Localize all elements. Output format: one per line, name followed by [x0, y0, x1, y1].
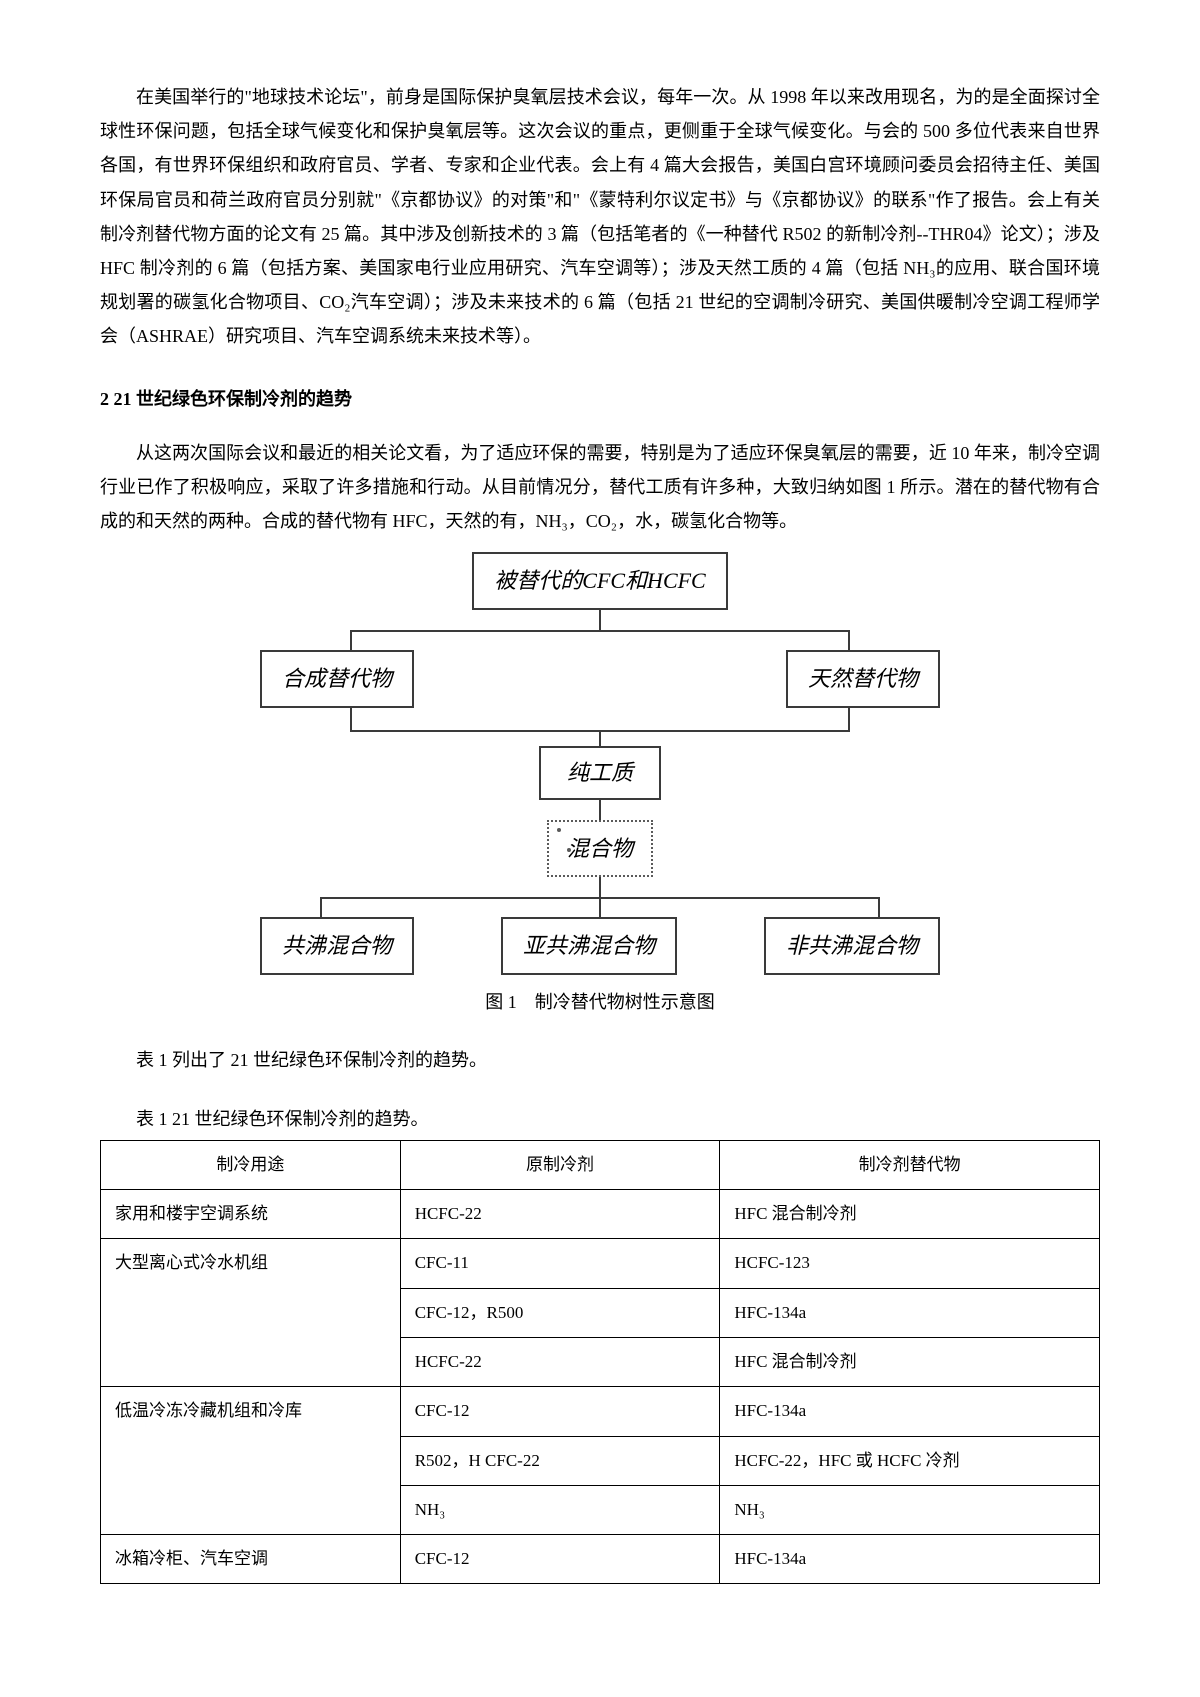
table-cell: HCFC-22	[400, 1190, 720, 1239]
table-cell: CFC-12，R500	[400, 1288, 720, 1337]
table-cell: HFC 混合制冷剂	[720, 1337, 1100, 1386]
table-cell: HFC 混合制冷剂	[720, 1190, 1100, 1239]
table-cell: HCFC-22	[400, 1337, 720, 1386]
table-cell: HFC-134a	[720, 1288, 1100, 1337]
table-cell: HCFC-123	[720, 1239, 1100, 1288]
table-cell: CFC-12	[400, 1535, 720, 1584]
table-row: 冰箱冷柜、汽车空调 CFC-12 HFC-134a	[101, 1535, 1100, 1584]
table-cell: 大型离心式冷水机组	[101, 1239, 401, 1387]
diagram-node-right: 天然替代物	[786, 650, 940, 708]
table-row: 低温冷冻冷藏机组和冷库 CFC-12 HFC-134a	[101, 1387, 1100, 1436]
table-header-row: 制冷用途 原制冷剂 制冷剂替代物	[101, 1140, 1100, 1189]
diagram-node-b2: 亚共沸混合物	[501, 917, 677, 975]
table-cell: 低温冷冻冷藏机组和冷库	[101, 1387, 401, 1535]
diagram-node-b1: 共沸混合物	[260, 917, 414, 975]
paragraph-1: 在美国举行的"地球技术论坛"，前身是国际保护臭氧层技术会议，每年一次。从 199…	[100, 80, 1100, 354]
diagram-node-pure: 纯工质	[539, 746, 661, 800]
table-cell: HCFC-22，HFC 或 HCFC 冷剂	[720, 1436, 1100, 1485]
paragraph-2: 从这两次国际会议和最近的相关论文看，为了适应环保的需要，特别是为了适应环保臭氧层…	[100, 436, 1100, 539]
table-header: 制冷剂替代物	[720, 1140, 1100, 1189]
table-cell: NH₃	[400, 1485, 720, 1534]
tree-diagram: 被替代的CFC和HCFC 合成替代物 天然替代物 纯工质	[100, 552, 1100, 975]
diagram-node-mix: 混合物	[547, 820, 653, 878]
diagram-node-top: 被替代的CFC和HCFC	[472, 552, 727, 610]
table-intro: 表 1 列出了 21 世纪绿色环保制冷剂的趋势。	[100, 1043, 1100, 1077]
trend-table: 制冷用途 原制冷剂 制冷剂替代物 家用和楼宇空调系统 HCFC-22 HFC 混…	[100, 1140, 1100, 1585]
table-cell: 冰箱冷柜、汽车空调	[101, 1535, 401, 1584]
diagram-node-left: 合成替代物	[260, 650, 414, 708]
table-cell: CFC-12	[400, 1387, 720, 1436]
section-heading: 2 21 世纪绿色环保制冷剂的趋势	[100, 382, 1100, 416]
diagram-node-b3: 非共沸混合物	[764, 917, 940, 975]
table-cell: 家用和楼宇空调系统	[101, 1190, 401, 1239]
table-cell: CFC-11	[400, 1239, 720, 1288]
table-cell: NH₃	[720, 1485, 1100, 1534]
table-header: 制冷用途	[101, 1140, 401, 1189]
table-cell: HFC-134a	[720, 1387, 1100, 1436]
table-row: 家用和楼宇空调系统 HCFC-22 HFC 混合制冷剂	[101, 1190, 1100, 1239]
table-header: 原制冷剂	[400, 1140, 720, 1189]
table-cell: R502，H CFC-22	[400, 1436, 720, 1485]
figure-caption: 图 1 制冷替代物树性示意图	[100, 985, 1100, 1019]
table-cell: HFC-134a	[720, 1535, 1100, 1584]
table-caption: 表 1 21 世纪绿色环保制冷剂的趋势。	[100, 1102, 1100, 1136]
table-row: 大型离心式冷水机组 CFC-11 HCFC-123	[101, 1239, 1100, 1288]
